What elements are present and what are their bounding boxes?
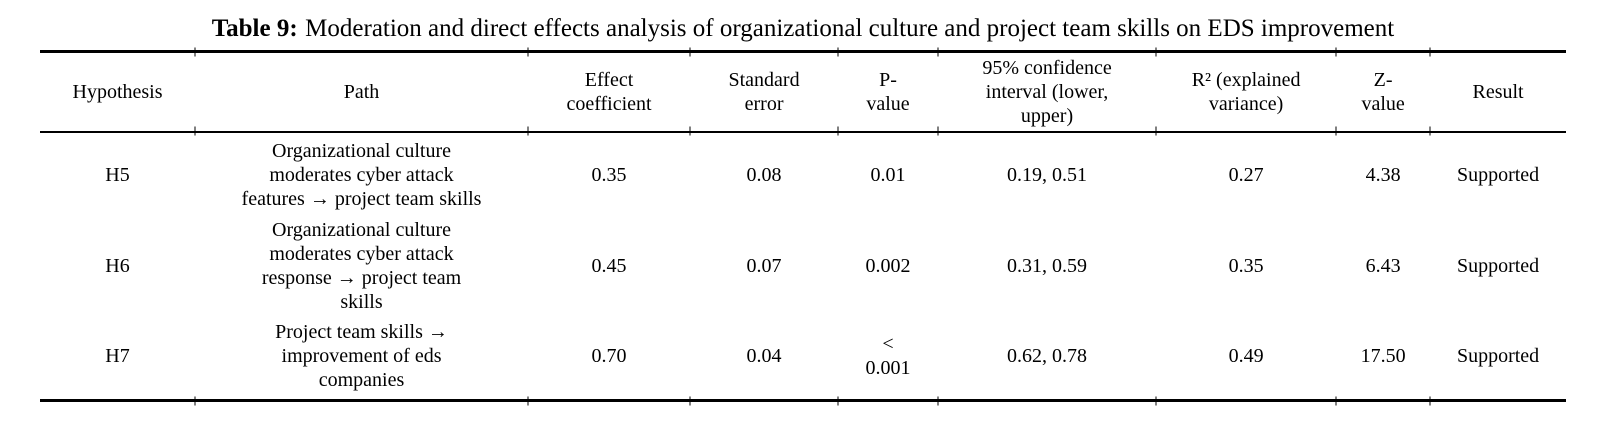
cell-r-squared: 0.49 <box>1228 345 1264 368</box>
cell-standard-error: 0.08 <box>746 164 782 186</box>
cell-effect-coefficient: 0.70 <box>591 345 627 368</box>
cell-path: Project team skills → improvement of eds… <box>275 321 448 392</box>
cell-hypothesis: H6 <box>105 254 130 277</box>
column-header-result: Result <box>1430 51 1566 133</box>
cell-result: Supported <box>1456 254 1540 277</box>
cell-hypothesis: H7 <box>105 345 130 368</box>
column-header-p-value: P- value <box>838 51 938 133</box>
cell-result: Supported <box>1456 164 1540 186</box>
cell-confidence-interval: 0.62, 0.78 <box>1007 345 1088 368</box>
column-header-hypothesis: Hypothesis <box>40 51 196 133</box>
cell-p-value: < 0.001 <box>865 333 911 380</box>
table-caption-text: Moderation and direct effects analysis o… <box>305 15 1395 42</box>
cell-p-value: 0.002 <box>865 254 911 277</box>
table-caption: Table 9: Moderation and direct effects an… <box>10 12 1596 45</box>
table-row-h6: H6 Organizational culture moderates cybe… <box>40 218 1566 314</box>
column-header-effect-coefficient: Effect coefficient <box>528 51 691 133</box>
column-header-confidence-interval: 95% confidence interval (lower, upper) <box>938 51 1157 133</box>
column-header-r-squared: R² (explained variance) <box>1156 51 1337 133</box>
table-caption-label: Table 9: <box>211 15 298 42</box>
cell-z-value: 6.43 <box>1365 254 1401 277</box>
column-header-standard-error: Standard error <box>690 51 839 133</box>
cell-z-value: 17.50 <box>1360 345 1406 368</box>
cell-path: Organizational culture moderates cyber a… <box>261 218 462 313</box>
cell-p-value: 0.01 <box>870 164 906 186</box>
cell-result: Supported <box>1456 345 1540 368</box>
cell-effect-coefficient: 0.35 <box>591 164 627 186</box>
cell-standard-error: 0.07 <box>746 254 782 277</box>
cell-standard-error: 0.04 <box>746 345 782 368</box>
column-header-z-value: Z- value <box>1336 51 1431 133</box>
cell-path: Organizational culture moderates cyber a… <box>241 140 482 210</box>
column-header-path: Path <box>195 51 528 133</box>
results-table: Hypothesis Path Effect coefficient Stand… <box>40 47 1566 405</box>
cell-confidence-interval: 0.19, 0.51 <box>1007 164 1088 186</box>
table-row-h7: H7 Project team skills → improvement of … <box>40 314 1566 401</box>
moderation-effects-table: Hypothesis Path Effect coefficient Stand… <box>40 50 1566 402</box>
cell-effect-coefficient: 0.45 <box>591 254 627 277</box>
cell-z-value: 4.38 <box>1365 164 1401 186</box>
cell-r-squared: 0.35 <box>1228 254 1264 277</box>
table-row-h5: H5 Organizational culture moderates cybe… <box>40 132 1566 218</box>
cell-r-squared: 0.27 <box>1228 164 1264 186</box>
header-row: Hypothesis Path Effect coefficient Stand… <box>40 51 1566 133</box>
cell-confidence-interval: 0.31, 0.59 <box>1007 254 1088 277</box>
cell-hypothesis: H5 <box>105 164 130 186</box>
